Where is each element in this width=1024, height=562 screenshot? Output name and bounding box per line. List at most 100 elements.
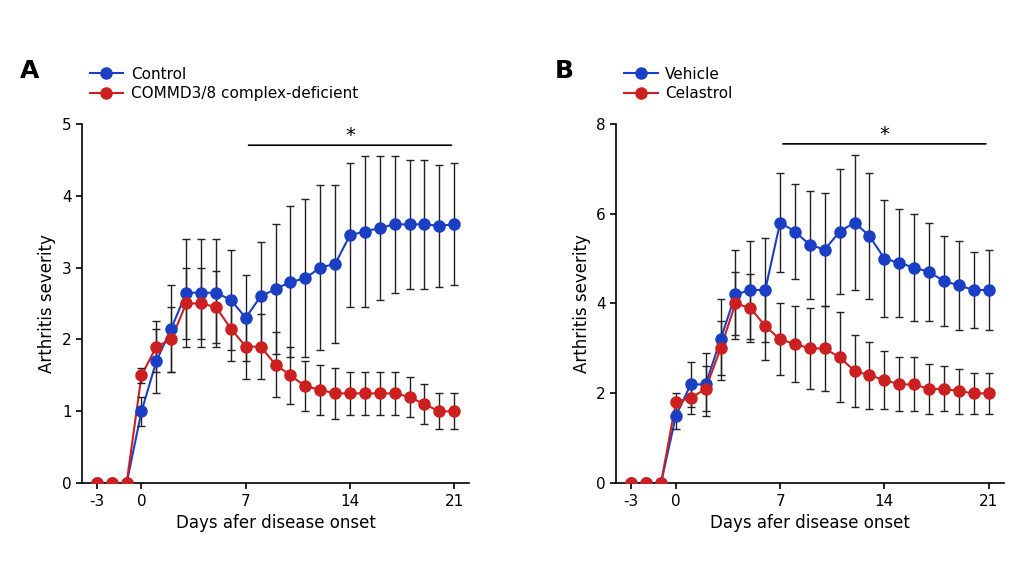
COMMD3/8 complex-deficient (195, 300, 207, 307)
Celastrol (952, 388, 965, 395)
Legend: Control, COMMD3/8 complex-deficient: Control, COMMD3/8 complex-deficient (89, 66, 358, 101)
Control (403, 221, 416, 228)
Control (240, 315, 252, 321)
Celastrol (923, 386, 935, 392)
Celastrol (625, 480, 637, 487)
Vehicle (744, 287, 757, 293)
COMMD3/8 complex-deficient (433, 408, 445, 415)
Control (433, 223, 445, 229)
Vehicle (759, 287, 771, 293)
COMMD3/8 complex-deficient (269, 361, 282, 368)
COMMD3/8 complex-deficient (329, 390, 341, 397)
Line: Celastrol: Celastrol (626, 298, 994, 489)
Celastrol (654, 480, 667, 487)
Vehicle (625, 480, 637, 487)
COMMD3/8 complex-deficient (374, 390, 386, 397)
Celastrol (774, 336, 786, 343)
COMMD3/8 complex-deficient (285, 372, 297, 379)
Vehicle (938, 278, 950, 284)
COMMD3/8 complex-deficient (121, 480, 133, 487)
Celastrol (788, 341, 801, 347)
COMMD3/8 complex-deficient (105, 480, 118, 487)
Y-axis label: Arthritis severity: Arthritis severity (38, 234, 56, 373)
COMMD3/8 complex-deficient (224, 325, 237, 332)
Vehicle (715, 336, 727, 343)
Line: Control: Control (91, 219, 460, 489)
Vehicle (849, 219, 861, 226)
Vehicle (893, 260, 905, 266)
Vehicle (952, 282, 965, 289)
COMMD3/8 complex-deficient (344, 390, 356, 397)
COMMD3/8 complex-deficient (210, 303, 222, 310)
Control (419, 221, 431, 228)
Celastrol (640, 480, 652, 487)
Vehicle (982, 287, 994, 293)
Control (299, 275, 311, 282)
Celastrol (834, 354, 846, 361)
Control (135, 408, 147, 415)
Celastrol (685, 395, 697, 401)
COMMD3/8 complex-deficient (314, 387, 327, 393)
Control (165, 325, 177, 332)
Control (105, 480, 118, 487)
Vehicle (863, 233, 876, 239)
Vehicle (685, 381, 697, 388)
Control (374, 225, 386, 232)
Control (151, 357, 163, 364)
Line: Vehicle: Vehicle (626, 217, 994, 489)
Celastrol (863, 372, 876, 379)
COMMD3/8 complex-deficient (449, 408, 461, 415)
Celastrol (699, 386, 712, 392)
Text: *: * (880, 125, 889, 144)
Celastrol (893, 381, 905, 388)
Vehicle (699, 381, 712, 388)
Control (358, 228, 371, 235)
Text: B: B (554, 59, 573, 83)
COMMD3/8 complex-deficient (165, 336, 177, 343)
COMMD3/8 complex-deficient (91, 480, 103, 487)
Celastrol (670, 399, 682, 406)
Celastrol (759, 323, 771, 329)
COMMD3/8 complex-deficient (255, 343, 267, 350)
Control (210, 289, 222, 296)
Vehicle (968, 287, 980, 293)
Vehicle (654, 480, 667, 487)
Vehicle (640, 480, 652, 487)
Control (180, 289, 193, 296)
Text: A: A (19, 59, 39, 83)
COMMD3/8 complex-deficient (388, 390, 400, 397)
Control (344, 232, 356, 238)
X-axis label: Days afer disease onset: Days afer disease onset (710, 514, 910, 532)
Text: *: * (345, 126, 355, 145)
Y-axis label: Arthritis severity: Arthritis severity (572, 234, 591, 373)
Celastrol (938, 386, 950, 392)
Control (195, 289, 207, 296)
Celastrol (968, 390, 980, 397)
Vehicle (879, 255, 891, 262)
Control (314, 264, 327, 271)
X-axis label: Days afer disease onset: Days afer disease onset (175, 514, 376, 532)
Vehicle (774, 219, 786, 226)
Celastrol (715, 345, 727, 352)
Vehicle (818, 246, 830, 253)
Control (388, 221, 400, 228)
Vehicle (670, 413, 682, 419)
Control (255, 293, 267, 300)
Control (224, 297, 237, 303)
Celastrol (879, 377, 891, 383)
Celastrol (908, 381, 921, 388)
Control (329, 261, 341, 268)
Control (285, 279, 297, 285)
Control (269, 285, 282, 292)
Celastrol (849, 368, 861, 374)
COMMD3/8 complex-deficient (419, 401, 431, 407)
COMMD3/8 complex-deficient (151, 343, 163, 350)
Vehicle (923, 269, 935, 275)
Vehicle (788, 228, 801, 235)
Celastrol (744, 305, 757, 311)
Line: COMMD3/8 complex-deficient: COMMD3/8 complex-deficient (91, 298, 460, 489)
COMMD3/8 complex-deficient (180, 300, 193, 307)
Celastrol (982, 390, 994, 397)
Celastrol (804, 345, 816, 352)
COMMD3/8 complex-deficient (358, 390, 371, 397)
